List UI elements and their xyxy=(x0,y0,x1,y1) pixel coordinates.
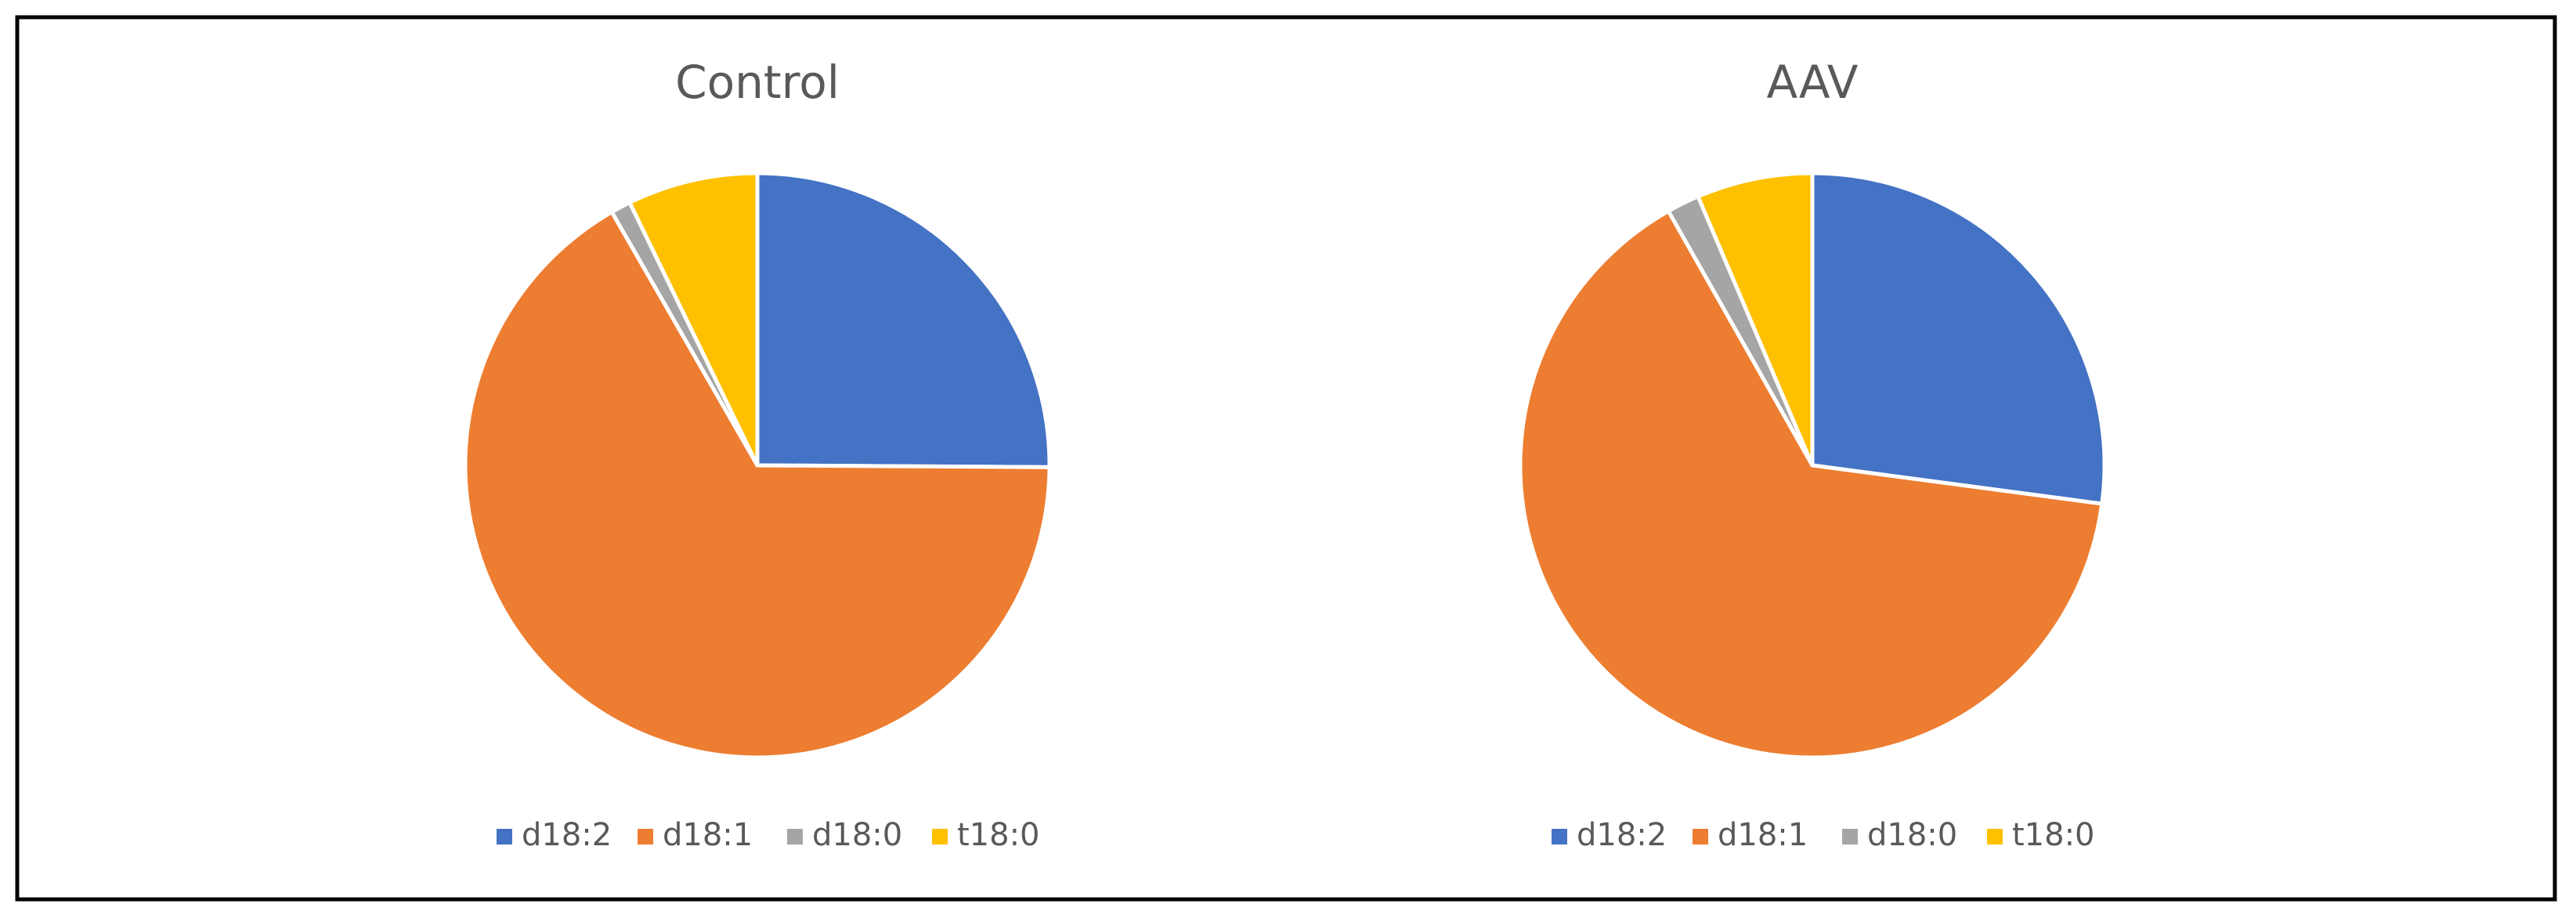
chart-title: Control xyxy=(675,56,840,109)
legend-marker xyxy=(1842,829,1858,844)
legend-marker xyxy=(932,829,948,844)
pie-slice xyxy=(463,210,1052,760)
pie-slice xyxy=(1518,208,2105,760)
chart-title: AAV xyxy=(1767,56,1859,109)
legend-marker xyxy=(638,829,653,844)
pie-slice xyxy=(627,171,760,468)
legend-label: t18:0 xyxy=(957,817,1040,853)
pie-slice xyxy=(755,171,1052,469)
legend-label: d18:2 xyxy=(522,817,612,853)
legend-label: d18:1 xyxy=(663,817,753,853)
frame xyxy=(15,15,2557,902)
legend-marker xyxy=(787,829,803,844)
pie-slice xyxy=(1696,171,1815,468)
legend-marker xyxy=(1552,829,1567,844)
legend-marker xyxy=(1987,829,2003,844)
legend-marker xyxy=(497,829,512,844)
legend-label: d18:0 xyxy=(1867,817,1957,853)
legend-label: t18:0 xyxy=(2012,817,2095,853)
pie-slice xyxy=(1810,171,2107,506)
legend-label: d18:0 xyxy=(812,817,902,853)
legend-label: d18:2 xyxy=(1577,817,1667,853)
legend-marker xyxy=(1693,829,1708,844)
legend-label: d18:1 xyxy=(1718,817,1808,853)
